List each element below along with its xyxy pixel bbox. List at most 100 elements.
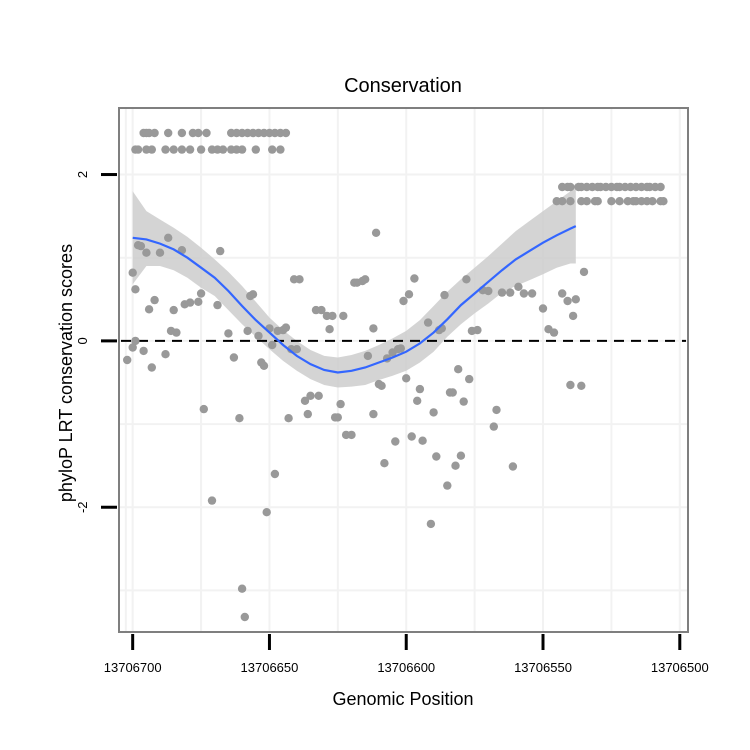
data-point bbox=[399, 296, 408, 306]
data-point bbox=[459, 397, 468, 406]
data-point bbox=[276, 145, 285, 154]
data-point bbox=[465, 374, 474, 384]
data-point bbox=[380, 459, 389, 468]
data-point bbox=[136, 241, 146, 251]
data-point bbox=[262, 508, 271, 517]
data-point bbox=[473, 325, 482, 335]
data-point bbox=[164, 233, 173, 242]
data-point bbox=[410, 274, 419, 283]
data-point bbox=[336, 399, 345, 409]
data-point bbox=[418, 436, 427, 445]
data-point bbox=[270, 469, 280, 479]
data-point bbox=[314, 391, 323, 400]
data-point bbox=[284, 414, 293, 423]
data-point bbox=[333, 413, 342, 422]
x-axis-label: Genomic Position bbox=[332, 689, 473, 709]
data-point bbox=[243, 326, 252, 336]
data-point bbox=[281, 128, 291, 138]
data-point bbox=[194, 297, 203, 306]
data-point bbox=[150, 295, 159, 305]
data-point bbox=[571, 295, 580, 304]
data-point bbox=[292, 345, 301, 354]
data-point bbox=[268, 145, 277, 154]
data-point bbox=[150, 128, 159, 138]
data-point bbox=[202, 128, 211, 138]
data-point bbox=[566, 197, 575, 206]
data-point bbox=[558, 289, 567, 298]
x-tick-label: 13706500 bbox=[651, 660, 709, 675]
data-point bbox=[300, 396, 310, 405]
data-point bbox=[254, 331, 263, 341]
data-point bbox=[169, 145, 178, 154]
panel-border bbox=[118, 107, 689, 633]
data-point bbox=[169, 305, 178, 315]
x-tick-label: 13706550 bbox=[514, 660, 572, 675]
data-point bbox=[139, 346, 148, 356]
data-point bbox=[172, 328, 181, 337]
chart-title: Conservation bbox=[344, 75, 462, 97]
data-point bbox=[607, 197, 616, 206]
data-point bbox=[615, 197, 624, 206]
y-axis: -2 0 2 bbox=[75, 171, 117, 513]
data-point bbox=[402, 374, 411, 383]
points-layer bbox=[123, 128, 668, 622]
data-point bbox=[177, 145, 187, 154]
data-point bbox=[306, 391, 315, 400]
data-point bbox=[566, 182, 575, 192]
data-point bbox=[369, 409, 378, 419]
data-point bbox=[131, 336, 140, 346]
data-point bbox=[339, 311, 348, 321]
data-point bbox=[325, 325, 334, 334]
data-point bbox=[347, 430, 356, 440]
data-point bbox=[218, 145, 228, 154]
data-point bbox=[224, 329, 233, 338]
data-point bbox=[123, 355, 132, 365]
data-point bbox=[429, 408, 438, 417]
data-point bbox=[161, 350, 170, 359]
data-point bbox=[268, 340, 277, 350]
data-point bbox=[237, 145, 247, 154]
data-point bbox=[131, 285, 140, 294]
data-point bbox=[451, 461, 460, 470]
data-point bbox=[492, 405, 501, 415]
data-point bbox=[407, 432, 416, 441]
data-point bbox=[196, 145, 206, 154]
data-point bbox=[391, 437, 400, 446]
data-point bbox=[659, 197, 668, 206]
data-point bbox=[593, 197, 602, 206]
data-point bbox=[489, 422, 498, 431]
data-point bbox=[426, 519, 436, 529]
x-tick-label: 13706700 bbox=[104, 660, 162, 675]
data-point bbox=[456, 451, 466, 460]
data-point bbox=[213, 300, 222, 310]
data-point bbox=[207, 496, 217, 505]
data-point bbox=[328, 311, 337, 321]
data-point bbox=[508, 462, 518, 471]
data-point bbox=[484, 286, 493, 296]
data-point bbox=[144, 305, 154, 314]
data-point bbox=[177, 128, 187, 138]
data-point bbox=[443, 481, 452, 490]
data-point bbox=[363, 351, 373, 361]
data-point bbox=[142, 248, 151, 257]
data-point bbox=[582, 197, 591, 206]
data-point bbox=[549, 328, 559, 337]
data-point bbox=[577, 381, 586, 390]
x-tick-label: 13706600 bbox=[377, 660, 435, 675]
data-point bbox=[361, 275, 370, 284]
data-point bbox=[199, 404, 208, 414]
data-point bbox=[448, 388, 457, 397]
data-point bbox=[147, 145, 156, 154]
data-point bbox=[415, 384, 425, 394]
data-point bbox=[281, 323, 291, 332]
data-point bbox=[566, 380, 575, 390]
data-point bbox=[568, 311, 578, 321]
smooth-line-layer bbox=[132, 225, 577, 374]
data-point bbox=[248, 290, 258, 299]
data-point bbox=[404, 290, 414, 299]
data-point bbox=[423, 318, 433, 327]
smooth-line bbox=[132, 225, 577, 374]
data-point bbox=[185, 145, 195, 154]
data-point bbox=[497, 288, 507, 297]
data-point bbox=[656, 182, 665, 192]
